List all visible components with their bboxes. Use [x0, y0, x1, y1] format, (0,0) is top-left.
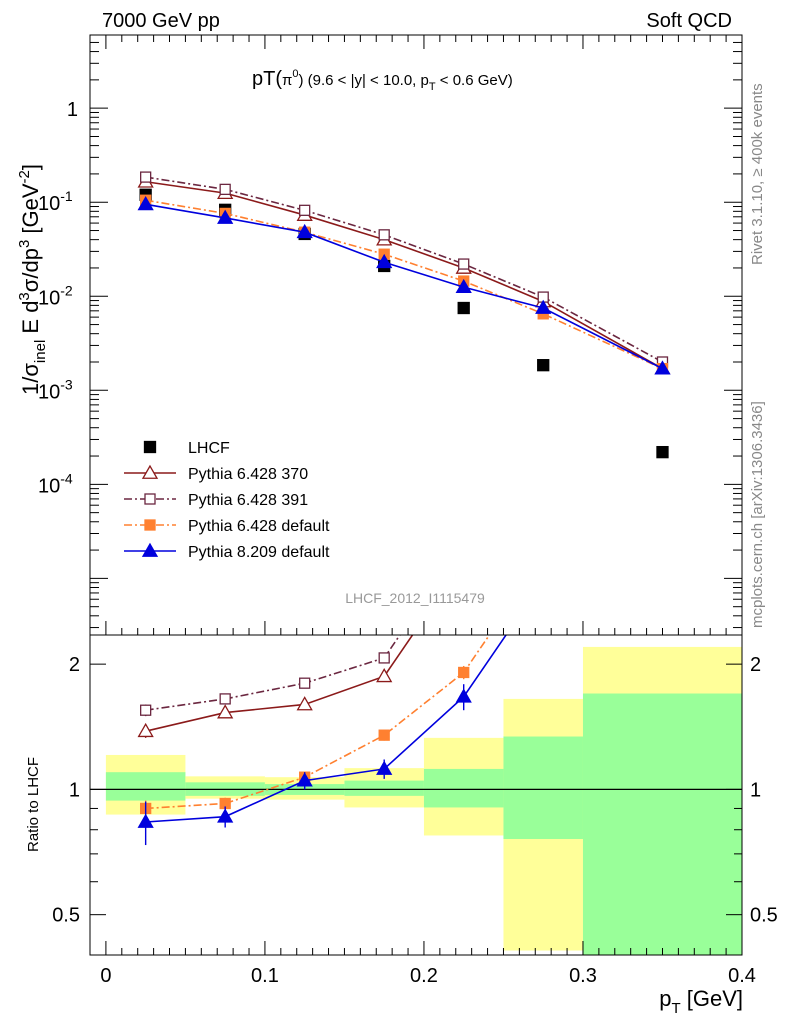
main-point-0-5	[537, 359, 550, 372]
ratio-point-0-0	[137, 722, 154, 738]
ratio-uncertainty-bands	[105, 646, 742, 955]
ratio-point-3-0	[137, 813, 154, 828]
ratio-point-2-3	[378, 729, 390, 741]
ratio-ytick-label-right-0: 0.5	[750, 905, 778, 927]
ratio-point-0-2	[296, 696, 313, 711]
main-point-2-2	[299, 204, 311, 216]
ratio-point-1-3	[378, 652, 390, 664]
main-point-4-3	[376, 253, 393, 269]
main-series-line-4	[145, 203, 663, 370]
legend-marker-1	[141, 464, 159, 479]
x-axis-label: pT [GeV]	[659, 986, 743, 1017]
main-point-4-2	[296, 223, 313, 239]
header-right: Soft QCD	[646, 10, 732, 32]
ratio-point-0-3	[376, 667, 393, 683]
chart-title: pT(π0) (9.6 < |y| < 10.0, pT < 0.6 GeV)	[252, 68, 513, 93]
main-series-0	[139, 188, 669, 459]
legend-label-0: LHCF	[188, 440, 230, 457]
ratio-band-inner-5	[503, 736, 583, 840]
ratio-point-1-2	[299, 677, 311, 689]
ratio-band-inner-3	[344, 780, 424, 796]
main-point-2-3	[378, 229, 390, 241]
ratio-point-3-4	[455, 688, 472, 703]
main-ytick-labels: 1 10-1 10-2 10-3 10-4	[38, 99, 78, 497]
ratio-series-0	[137, 635, 414, 738]
ratio-series-1	[140, 635, 401, 717]
analysis-id: LHCF_2012_I1115479	[345, 590, 485, 606]
legend-marker-0	[143, 440, 157, 454]
ratio-band-inner-6	[582, 693, 742, 955]
ratio-point-1-0	[140, 704, 152, 716]
main-point-4-6	[654, 360, 671, 375]
legend-marker-3	[144, 519, 156, 531]
legend-entry-0: LHCF	[143, 440, 230, 457]
mcplots-note: mcplots.cern.ch [arXiv:1306.3436]	[749, 401, 766, 628]
ratio-point-3-1	[217, 808, 234, 823]
ratio-ytick-label-right-2: 2	[750, 654, 761, 676]
ytick-label-1: 10-2	[38, 282, 73, 309]
ratio-point-2-4	[458, 666, 470, 679]
legend-marker-2	[144, 493, 156, 505]
main-series-4	[137, 196, 671, 375]
legend-label-2: Pythia 6.428 391	[188, 492, 308, 509]
ratio-band-inner-4	[423, 768, 504, 808]
legend-entry-4: Pythia 8.209 default	[124, 542, 330, 561]
ratio-ytick-label-right-1: 1	[750, 779, 761, 801]
main-point-0-6	[656, 445, 669, 459]
ratio-series-line-2	[145, 635, 491, 810]
main-series-1	[137, 173, 671, 375]
ratio-ytick-label-0: 0.5	[52, 905, 80, 927]
ratio-point-1-1	[219, 693, 231, 705]
xtick-label-3: 0.3	[569, 965, 597, 987]
main-point-0-4	[457, 301, 470, 315]
ratio-point-3-3	[376, 760, 393, 775]
ratio-ytick-label-1: 1	[69, 779, 80, 801]
legend-label-1: Pythia 6.428 370	[188, 466, 308, 483]
main-point-4-5	[535, 299, 552, 314]
main-point-4-1	[217, 209, 234, 224]
ytick-label-3: 10-4	[38, 470, 73, 497]
legend-marker-4	[141, 542, 159, 557]
rivet-version-note: Rivet 3.1.10, ≥ 400k events	[749, 83, 766, 265]
ratio-point-0-1	[217, 704, 234, 719]
xtick-label-2: 0.2	[410, 965, 438, 987]
ytick-label-2: 10-3	[38, 376, 73, 403]
xtick-label-1: 0.1	[251, 965, 279, 987]
header-left: 7000 GeV pp	[102, 10, 220, 32]
ratio-ytick-label-2: 2	[69, 654, 80, 676]
main-plot-area	[137, 171, 671, 459]
ratio-point-3-2	[296, 772, 313, 787]
legend: LHCF Pythia 6.428 370 Pythia 6.428 391 Pyth…	[124, 440, 330, 561]
legend-entry-3: Pythia 6.428 default	[124, 518, 330, 535]
main-series-2	[140, 171, 669, 368]
legend-label-3: Pythia 6.428 default	[188, 518, 330, 535]
ratio-frame	[89, 634, 743, 956]
ratio-plot-area	[90, 635, 742, 846]
xtick-label-0: 0	[100, 965, 111, 987]
legend-entry-1: Pythia 6.428 370	[124, 464, 308, 483]
main-point-4-0	[137, 196, 154, 211]
ytick-label-0: 10-1	[38, 188, 73, 215]
main-point-2-0	[140, 171, 152, 183]
ytick-label-1: 1	[67, 99, 78, 121]
xtick-label-4: 0.4	[728, 965, 756, 987]
legend-entry-2: Pythia 6.428 391	[124, 492, 308, 509]
ratio-band-inner-0	[105, 772, 186, 801]
legend-label-4: Pythia 8.209 default	[188, 544, 330, 561]
ratio-y-axis-label: Ratio to LHCF	[25, 757, 42, 852]
ratio-series-line-3	[145, 635, 507, 823]
main-point-2-4	[458, 258, 470, 270]
main-series-line-3	[145, 199, 663, 370]
ratio-series-3	[137, 635, 507, 846]
axes: 1 10-1 10-2 10-3 10-4 0 0.1 0.2 0.3 0.4 0.5 0.5 1 1 2 2	[38, 34, 778, 987]
main-point-2-1	[219, 183, 231, 196]
main-point-4-4	[455, 278, 472, 294]
